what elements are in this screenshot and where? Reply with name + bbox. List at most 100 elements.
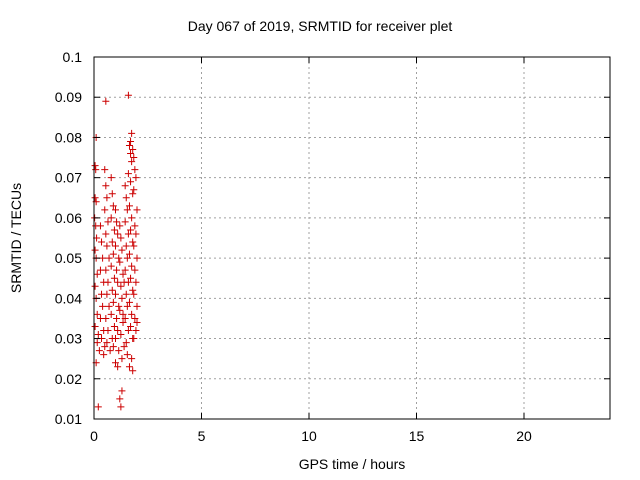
data-point [130,335,138,343]
data-point [93,339,101,347]
data-point [132,174,140,182]
data-point [129,190,137,198]
data-point [129,286,137,294]
data-point [125,141,133,149]
x-tick-label: 10 [301,428,317,444]
data-point [119,310,127,318]
data-point [112,242,119,250]
data-point [102,182,110,190]
data-point [117,331,125,339]
data-point [118,294,126,302]
data-point [115,254,123,262]
data-point [93,270,101,278]
data-point [114,363,122,371]
data-point [107,262,115,270]
y-tick-label: 0.07 [55,170,82,186]
data-point [91,282,99,290]
data-point [109,250,117,258]
data-point [121,314,129,322]
data-point [127,137,135,145]
data-point [124,230,132,238]
data-point [120,343,128,351]
data-point [124,327,132,335]
data-point [103,339,111,347]
data-point [104,278,112,286]
data-point [132,230,140,238]
data-point [114,230,122,238]
y-tick-label: 0.08 [55,129,82,145]
data-point [106,347,114,355]
data-point [94,403,102,411]
x-axis-label: GPS time / hours [298,456,406,472]
data-point [130,242,138,250]
data-point [108,190,116,198]
data-point [124,170,132,178]
data-point [107,310,115,318]
data-point [103,290,111,298]
data-point [91,162,99,170]
data-point [105,302,113,310]
data-point [92,166,100,174]
data-point [127,226,135,234]
data-point [102,314,110,322]
data-point [119,270,127,278]
data-point [116,395,124,403]
data-point [122,242,130,250]
data-point [128,262,136,270]
data-point [133,254,141,262]
data-point [130,290,138,298]
data-point [113,218,121,226]
data-point [129,146,137,154]
y-tick-label: 0.1 [63,49,83,65]
x-tick-label: 5 [198,428,206,444]
data-point [122,194,130,202]
data-point [127,322,135,330]
data-point [125,202,133,210]
y-tick-label: 0.02 [55,371,82,387]
data-point [110,226,118,234]
data-point [102,266,110,274]
data-point [100,351,108,359]
data-point [123,302,131,310]
data-point [130,186,138,194]
plot-frame [93,56,611,420]
data-point [112,290,119,298]
data-point [122,339,130,347]
data-point [129,367,137,375]
data-point [115,347,123,355]
data-point [128,158,136,166]
data-point [91,194,99,202]
data-point [104,327,112,335]
data-point [101,166,109,174]
data-point [123,351,131,359]
data-point [113,314,121,322]
data-point [101,206,109,214]
data-point [132,278,140,286]
x-tick-label: 0 [90,428,98,444]
data-point [133,206,141,214]
chart-title: Day 067 of 2019, SRMTID for receiver ple… [187,18,453,34]
data-point [114,278,122,286]
data-point [94,331,102,339]
data-point [99,254,107,262]
data-point [108,238,116,246]
data-point [116,306,124,314]
data-point [109,298,117,306]
y-tick-label: 0.03 [55,331,82,347]
data-point [112,206,119,214]
axis-ticks: 0 5 10 15 20 0.01 0.02 0.03 0.04 0.05 0.06 0.07 0.08… [55,49,610,444]
data-point [124,91,132,99]
data-point [131,314,139,322]
data-point [107,214,115,222]
data-point [102,97,110,105]
y-tick-label: 0.05 [55,250,82,266]
data-point [131,166,139,174]
x-tick-label: 15 [409,428,425,444]
data-point [98,238,106,246]
data-point [133,302,141,310]
y-tick-label: 0.01 [55,411,82,427]
data-point [115,302,123,310]
data-point [125,298,133,306]
data-point [103,242,111,250]
data-point [127,178,135,186]
